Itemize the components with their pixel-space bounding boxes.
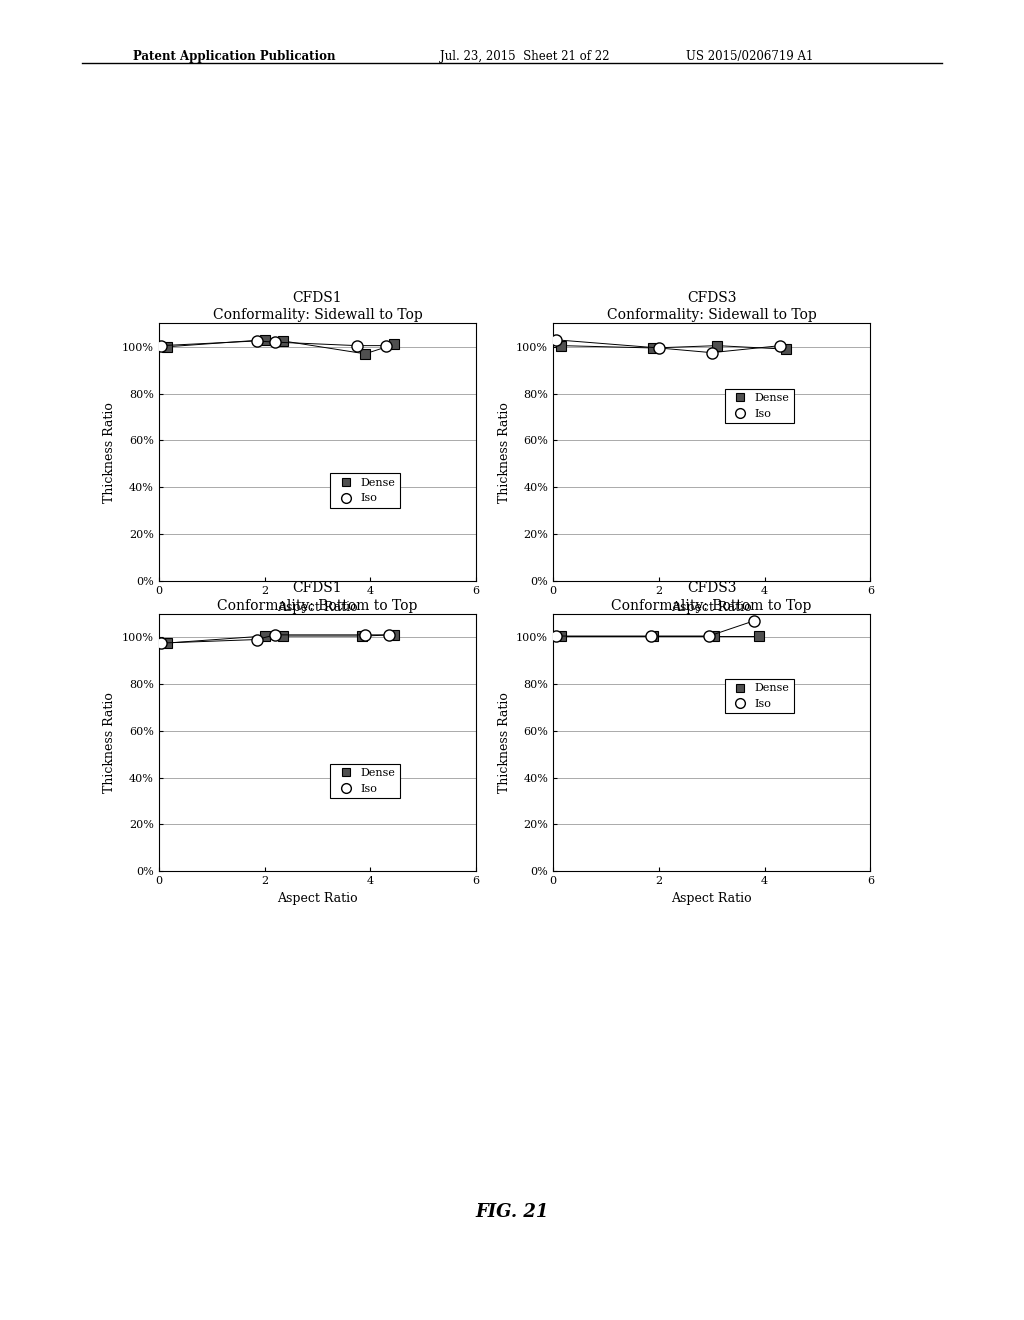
Legend: Dense, Iso: Dense, Iso xyxy=(725,678,794,713)
Y-axis label: Thickness Ratio: Thickness Ratio xyxy=(498,401,511,503)
X-axis label: Aspect Ratio: Aspect Ratio xyxy=(672,601,752,614)
Title: CFDS1
Conformality: Sidewall to Top: CFDS1 Conformality: Sidewall to Top xyxy=(213,290,422,322)
Y-axis label: Thickness Ratio: Thickness Ratio xyxy=(498,692,511,793)
Title: CFDS1
Conformality: Bottom to Top: CFDS1 Conformality: Bottom to Top xyxy=(217,581,418,612)
Legend: Dense, Iso: Dense, Iso xyxy=(725,388,794,422)
Text: Jul. 23, 2015  Sheet 21 of 22: Jul. 23, 2015 Sheet 21 of 22 xyxy=(440,50,610,63)
X-axis label: Aspect Ratio: Aspect Ratio xyxy=(672,891,752,904)
Title: CFDS3
Conformality: Sidewall to Top: CFDS3 Conformality: Sidewall to Top xyxy=(607,290,816,322)
Title: CFDS3
Conformality: Bottom to Top: CFDS3 Conformality: Bottom to Top xyxy=(611,581,812,612)
Y-axis label: Thickness Ratio: Thickness Ratio xyxy=(103,401,117,503)
X-axis label: Aspect Ratio: Aspect Ratio xyxy=(278,891,357,904)
Legend: Dense, Iso: Dense, Iso xyxy=(331,764,399,799)
Y-axis label: Thickness Ratio: Thickness Ratio xyxy=(103,692,117,793)
X-axis label: Aspect Ratio: Aspect Ratio xyxy=(278,601,357,614)
Legend: Dense, Iso: Dense, Iso xyxy=(331,474,399,508)
Text: US 2015/0206719 A1: US 2015/0206719 A1 xyxy=(686,50,813,63)
Text: Patent Application Publication: Patent Application Publication xyxy=(133,50,336,63)
Text: FIG. 21: FIG. 21 xyxy=(475,1203,549,1221)
